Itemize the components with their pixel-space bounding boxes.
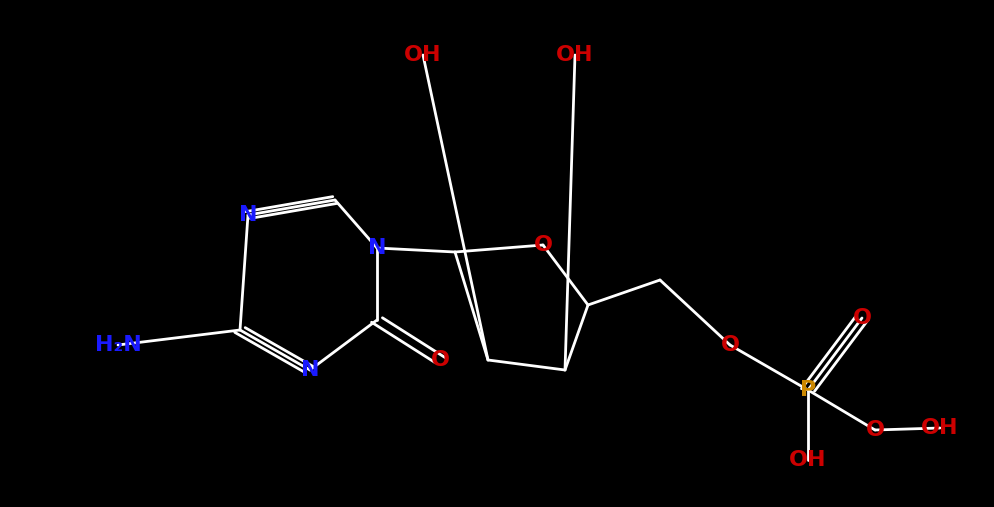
Text: OH: OH xyxy=(788,450,826,470)
Text: OH: OH xyxy=(556,45,593,65)
Text: O: O xyxy=(852,308,871,328)
Text: OH: OH xyxy=(920,418,958,438)
Text: N: N xyxy=(239,205,257,225)
Text: O: O xyxy=(430,350,449,370)
Text: O: O xyxy=(865,420,884,440)
Text: P: P xyxy=(799,380,815,400)
Text: N: N xyxy=(300,360,319,380)
Text: O: O xyxy=(720,335,739,355)
Text: O: O xyxy=(533,235,552,255)
Text: H₂N: H₂N xyxy=(94,335,141,355)
Text: OH: OH xyxy=(404,45,441,65)
Text: N: N xyxy=(368,238,386,258)
